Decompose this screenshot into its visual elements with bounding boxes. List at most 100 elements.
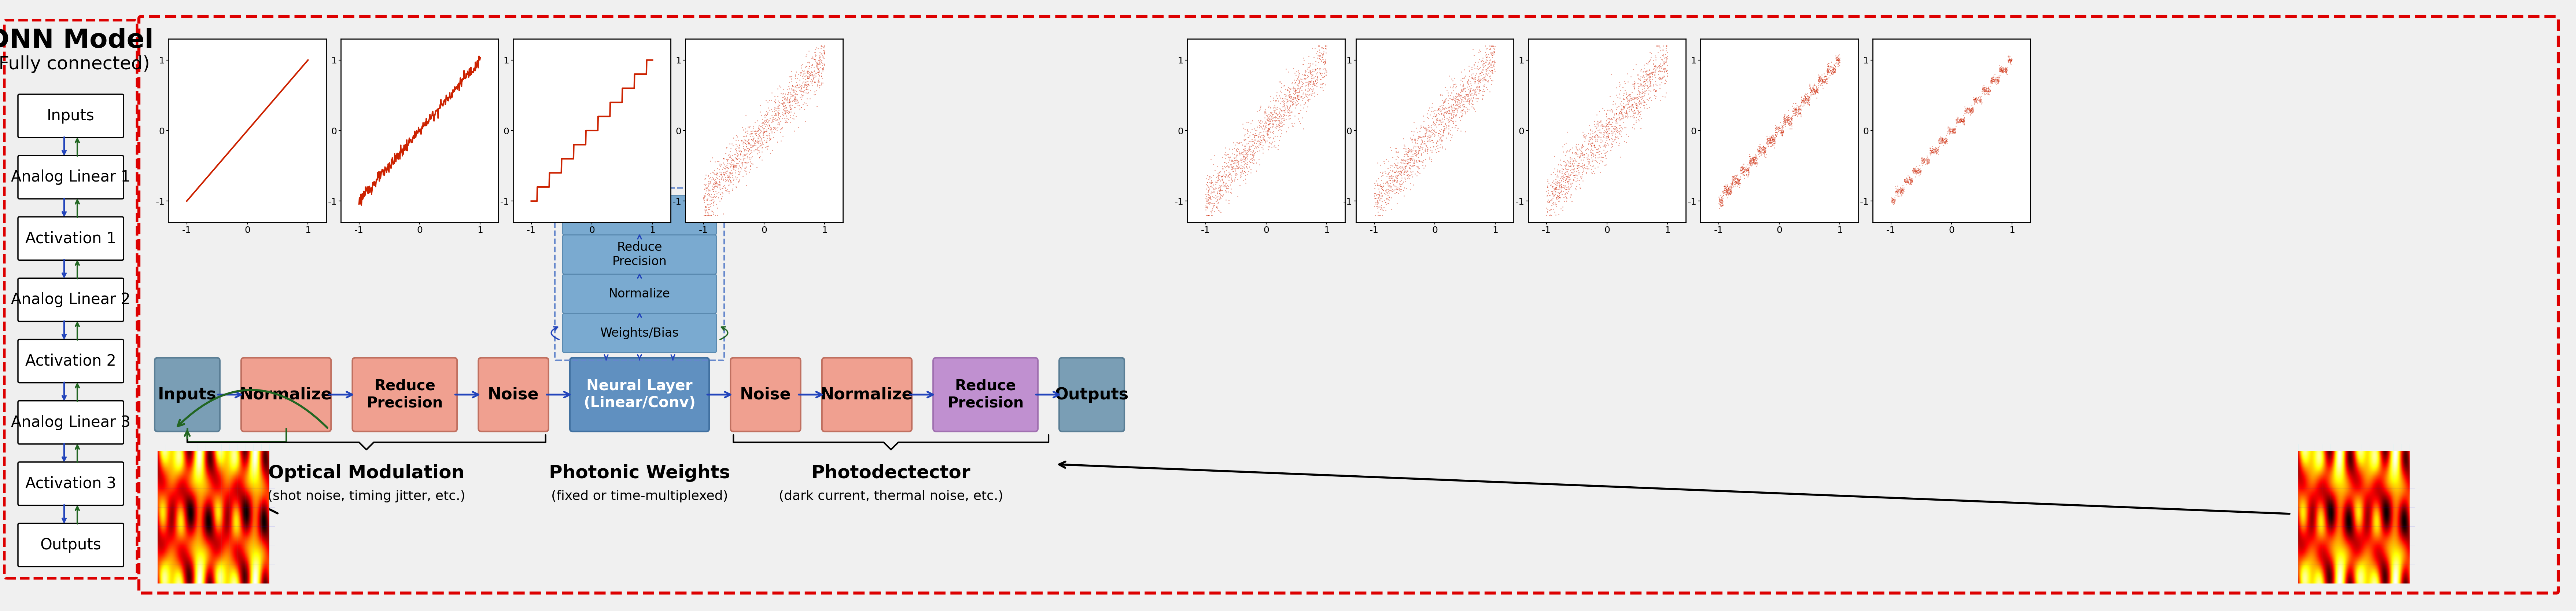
Point [793, 76, 835, 86]
Point [716, 155, 757, 164]
Point [765, 102, 806, 112]
Point [1234, 136, 1275, 145]
Point [1620, 99, 1662, 109]
Point [1535, 185, 1577, 194]
Point [1924, 133, 1965, 143]
Point [1950, 108, 1991, 118]
Point [796, 45, 837, 54]
Point [1909, 144, 1950, 153]
Point [729, 123, 770, 133]
Point [1571, 155, 1613, 164]
Point [1731, 154, 1772, 164]
Point [1216, 144, 1257, 153]
Point [1298, 41, 1340, 51]
Point [1463, 58, 1504, 68]
Point [1942, 114, 1984, 124]
Point [768, 106, 809, 116]
Point [1955, 94, 1996, 104]
Point [1198, 169, 1239, 178]
Point [1546, 175, 1587, 185]
Point [793, 71, 835, 81]
Point [752, 113, 793, 123]
Point [1613, 105, 1654, 115]
Point [1239, 103, 1280, 112]
Point [714, 161, 755, 170]
Point [719, 150, 760, 159]
Point [1427, 108, 1468, 117]
Point [1285, 78, 1327, 87]
Point [1955, 95, 1996, 105]
Point [791, 76, 832, 86]
Point [1950, 105, 1991, 115]
Point [1935, 115, 1976, 125]
Point [1574, 163, 1615, 173]
Point [1935, 125, 1976, 135]
Point [1535, 172, 1577, 181]
Point [788, 68, 829, 78]
Point [747, 117, 788, 127]
Point [1231, 168, 1273, 178]
Point [1422, 125, 1463, 134]
Point [1736, 156, 1777, 166]
Point [1875, 187, 1917, 197]
Point [755, 128, 796, 137]
Point [1360, 181, 1401, 191]
Point [716, 150, 757, 160]
Point [1432, 101, 1473, 111]
Point [1226, 150, 1267, 159]
Point [1244, 136, 1285, 145]
Point [1633, 63, 1674, 73]
Point [799, 67, 840, 77]
Point [1880, 187, 1922, 197]
Point [1453, 93, 1494, 103]
Point [1453, 73, 1494, 82]
Point [1600, 99, 1641, 109]
Point [1419, 101, 1461, 111]
Point [1247, 130, 1288, 139]
Point [739, 133, 781, 142]
Point [1790, 87, 1832, 97]
Point [1551, 197, 1592, 207]
Point [1801, 72, 1842, 82]
Point [1440, 90, 1481, 100]
Point [1708, 182, 1749, 192]
Point [1450, 102, 1492, 112]
Point [1891, 174, 1932, 184]
Point [1618, 100, 1659, 109]
Point [1435, 104, 1476, 114]
Point [781, 92, 822, 101]
Point [1406, 131, 1448, 141]
Point [1409, 142, 1450, 152]
Point [1710, 180, 1752, 189]
Point [1358, 199, 1399, 209]
Point [1383, 144, 1425, 153]
Point [786, 84, 827, 94]
Point [1280, 91, 1321, 101]
Point [1620, 92, 1662, 101]
Point [1595, 133, 1636, 142]
Point [1551, 154, 1592, 164]
Point [1435, 92, 1476, 101]
Point [1788, 98, 1829, 108]
Point [1795, 84, 1837, 93]
Point [1388, 170, 1430, 180]
Point [773, 87, 814, 97]
Point [1589, 92, 1631, 101]
Point [768, 108, 809, 117]
Point [1383, 173, 1425, 183]
Point [1628, 66, 1669, 76]
Point [1358, 207, 1399, 217]
Point [1396, 148, 1437, 158]
Point [788, 57, 829, 67]
Point [1618, 83, 1659, 93]
Point [1206, 169, 1247, 179]
Point [1878, 185, 1919, 194]
Point [1971, 86, 2012, 95]
Point [1901, 166, 1942, 175]
Point [1909, 143, 1950, 153]
Point [1731, 155, 1772, 164]
Point [1798, 76, 1839, 86]
Point [1285, 92, 1327, 101]
Point [1981, 62, 2022, 71]
Point [1808, 66, 1850, 76]
